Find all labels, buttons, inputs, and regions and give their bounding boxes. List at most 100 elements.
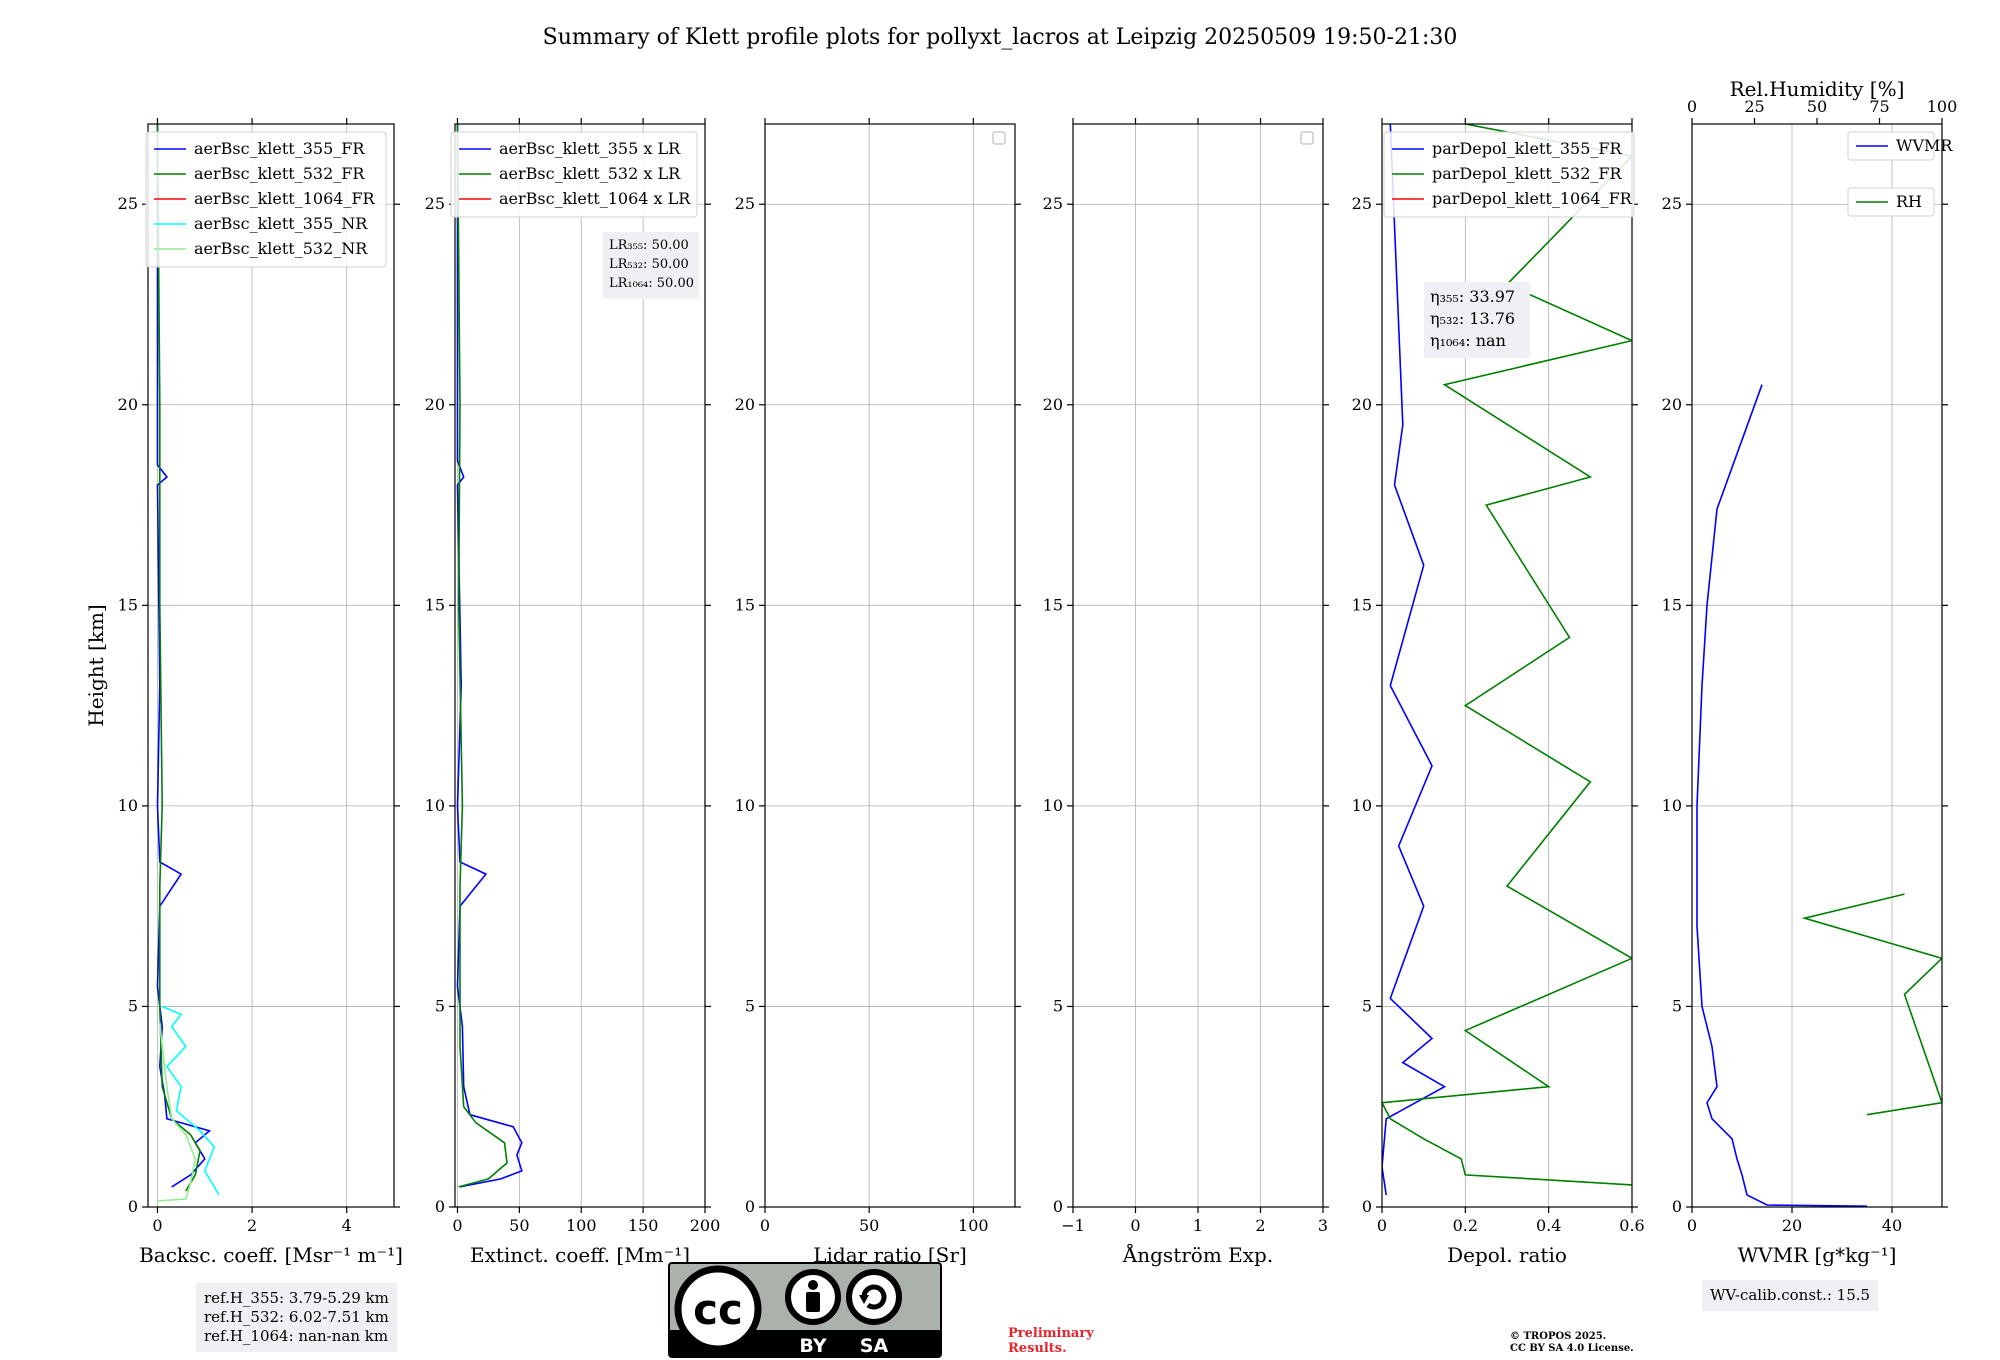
series-line-parDepol_klett_355_FR [1382,124,1447,1196]
x2-axis-label: Rel.Humidity [%] [1730,77,1905,101]
y-tick-label: 20 [735,395,755,414]
y-tick-label: 20 [425,395,445,414]
series-line-aerBsc_klett_532_NR [157,1022,197,1202]
x-axis-label: Ångström Exp. [1122,1242,1273,1267]
wv-calib-text: WV-calib.const.: 15.5 [1710,1286,1871,1304]
series-line-aerBsc_klett_355_NR [161,1005,220,1196]
y-tick-label: 10 [118,796,138,815]
x-tick-label: 200 [690,1216,721,1235]
y-tick-label: 5 [1362,996,1372,1015]
panel-2: 0 50 100 150 200 0 5 10 15 20 25 Extinct. coeff. [M… [425,118,721,1267]
legend-box [145,131,387,268]
ref-height-532: ref.H_532: 6.02-7.51 km [204,1308,389,1326]
x-tick-label: 3 [1318,1216,1328,1235]
sa-icon [846,1269,902,1325]
panel-5: 0 0.2 0.4 0.6 0 5 10 15 20 25 Depol. ratio parDepol… [1352,118,1645,1267]
x-tick-label: 0 [1687,1216,1697,1235]
axes-frame [764,123,1016,1208]
y-tick-label: 10 [1352,796,1372,815]
y-tick-label: 5 [1053,996,1063,1015]
x-axis-label: Backsc. coeff. [Msr⁻¹ m⁻¹] [139,1243,403,1267]
empty-legend-box [992,131,1006,145]
x-tick-label: 2 [247,1216,257,1235]
x-tick-label: 150 [628,1216,659,1235]
y-tick-label: 25 [1352,194,1372,213]
legend-box [1847,131,1935,161]
x-tick-label: −1 [1061,1216,1085,1235]
empty-legend-box [1300,131,1314,145]
legend-entry: parDepol_klett_1064_FR [1432,189,1633,208]
x-tick-label: 50 [509,1216,529,1235]
legend-box [1847,187,1935,217]
series-line-RH [1801,893,1942,1116]
x-tick-label: 0.2 [1453,1216,1478,1235]
y-tick-label: 10 [1043,796,1063,815]
series-line-aerBsc_klett_355 x LR [456,124,523,1188]
legend-entry: RH [1896,192,1922,211]
y-tick-label: 10 [425,796,445,815]
legend-entry: aerBsc_klett_355 x LR [499,139,681,158]
y-tick-label: 25 [1662,194,1682,213]
by-label: BY [799,1335,826,1357]
annotation-text: LR₅₃₂: 50.00 [609,257,689,272]
y-tick-label: 0 [1672,1197,1682,1216]
x-tick-label: 0 [152,1216,162,1235]
y-tick-label: 15 [1662,595,1682,614]
legend-entry: aerBsc_klett_1064_FR [194,189,376,208]
y-tick-label: 0 [128,1197,138,1216]
y-tick-label: 20 [1662,395,1682,414]
series-group [1382,124,1632,1196]
x-tick-label: 0.4 [1536,1216,1561,1235]
series-group [156,124,220,1202]
x-axis-label: Extinct. coeff. [Mm⁻¹] [470,1243,690,1267]
axes-frame [1381,123,1633,1208]
axes-frame [1691,123,1943,1208]
x2-tick-label: 0 [1687,97,1697,116]
x-tick-label: 0 [760,1216,770,1235]
annotation-text: LR₃₅₅: 50.00 [609,238,689,253]
x2-tick-label: 75 [1869,97,1889,116]
y-tick-label: 10 [1662,796,1682,815]
y-tick-label: 20 [1352,395,1372,414]
y-tick-label: 5 [745,996,755,1015]
x-axis-label: Depol. ratio [1447,1243,1567,1267]
y-tick-label: 15 [425,595,445,614]
annotation-text: η₁₀₆₄: nan [1430,331,1506,350]
y-tick-label: 5 [1672,996,1682,1015]
legend-entry: aerBsc_klett_1064 x LR [499,189,691,208]
y-tick-label: 15 [1352,595,1372,614]
y-axis-label: Height [km] [84,604,108,726]
ref-height-box: ref.H_355: 3.79-5.29 km ref.H_532: 6.02-… [196,1283,397,1352]
annotation-text: LR₁₀₆₄: 50.00 [609,276,694,291]
figure-title: Summary of Klett profile plots for polly… [543,25,1458,50]
x-tick-label: 0 [1130,1216,1140,1235]
series-line-aerBsc_klett_532 x LR [456,124,508,1188]
copyright-note: © TROPOS 2025. CC BY SA 4.0 License. [1510,1331,1634,1355]
legend-box [1383,131,1635,218]
ref-height-355: ref.H_355: 3.79-5.29 km [204,1289,389,1307]
panel-1: 0 2 4 0 5 10 15 20 25 Backsc. coeff. [Msr⁻¹ m⁻¹] a… [118,118,403,1267]
cc-by-sa-badge: cc BY SA [668,1262,942,1358]
series-line-WVMR [1696,384,1868,1207]
ref-height-1064: ref.H_1064: nan-nan km [204,1327,389,1345]
x2-tick-label: 50 [1807,97,1827,116]
copyright-line-1: © TROPOS 2025. [1510,1331,1607,1342]
annotation-box [603,232,699,299]
x-axis-label: WVMR [g*kg⁻¹] [1738,1243,1897,1267]
annotation-text: η₃₅₅: 33.97 [1430,287,1515,306]
legend-entry: aerBsc_klett_355_NR [194,214,368,233]
wv-calib-box: WV-calib.const.: 15.5 [1702,1280,1879,1311]
sa-label: SA [860,1335,889,1357]
y-tick-label: 0 [1362,1197,1372,1216]
x-tick-label: 1 [1193,1216,1203,1235]
x-tick-label: 100 [958,1216,989,1235]
legend-entry: aerBsc_klett_532 x LR [499,164,681,183]
x-tick-label: 0 [452,1216,462,1235]
series-line-aerBsc_klett_355_FR [156,124,212,1188]
copyright-line-2: CC BY SA 4.0 License. [1510,1343,1634,1354]
x2-tick-label: 100 [1927,97,1958,116]
panel-6: 0 20 40 0 5 10 15 20 25 WVMR [g*kg⁻¹] 0 25 50 75 100 Re… [1662,77,1958,1267]
series-group [456,124,523,1188]
y-tick-label: 25 [118,194,138,213]
